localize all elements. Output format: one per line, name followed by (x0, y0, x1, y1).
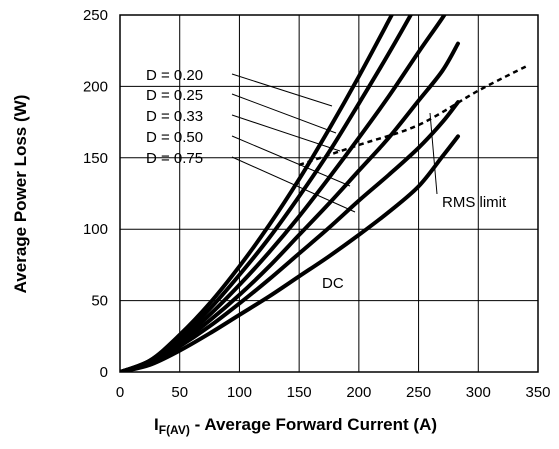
x-axis-title-rest: - Average Forward Current (A) (190, 415, 437, 434)
y-tick-label: 150 (83, 150, 108, 167)
leader-rms-limit (429, 112, 438, 195)
x-tick-label: 250 (406, 384, 431, 401)
leader-lines (231, 73, 438, 213)
y-tick-label: 50 (91, 293, 108, 310)
tick-labels: 0 50 100 150 200 250 300 350 0 50 100 150 200 250 (83, 7, 551, 401)
legend-label-d033: D = 0.33 (146, 108, 203, 125)
x-tick-label: 200 (346, 384, 371, 401)
x-tick-label: 100 (227, 384, 252, 401)
legend-label-d075: D = 0.75 (146, 150, 203, 167)
leader-d050 (231, 135, 351, 187)
x-axis-title: IF(AV) - Average Forward Current (A) (154, 415, 437, 437)
series-line-dc (120, 134, 460, 372)
series-line-d-0-50 (120, 41, 460, 372)
y-tick-label: 0 (100, 364, 108, 381)
x-tick-label: 0 (116, 384, 124, 401)
legend-label-d025: D = 0.25 (146, 87, 203, 104)
y-tick-label: 200 (83, 78, 108, 95)
dc-label: DC (322, 275, 344, 292)
y-tick-label: 100 (83, 221, 108, 238)
series-line-d-0-20 (120, 15, 394, 372)
leader-d075 (231, 156, 356, 213)
legend-label-d020: D = 0.20 (146, 67, 203, 84)
x-tick-label: 50 (171, 384, 188, 401)
series-line-d-0-25 (120, 15, 413, 372)
series-line-d-0-33 (120, 15, 447, 372)
x-axis-title-main: I (154, 415, 159, 434)
leader-d025 (231, 93, 337, 134)
rms-limit-line (298, 65, 527, 167)
curves (120, 15, 527, 372)
x-axis-title-subscript: F(AV) (159, 423, 190, 437)
rms-limit-label: RMS limit (442, 194, 507, 211)
leader-d033 (231, 114, 341, 152)
x-tick-label: 350 (525, 384, 550, 401)
plot-frame (119, 14, 539, 373)
leader-d020 (231, 73, 333, 107)
y-tick-label: 250 (83, 7, 108, 24)
y-axis-title: Average Power Loss (W) (11, 95, 30, 294)
x-tick-label: 300 (466, 384, 491, 401)
series-line-d-0-75 (120, 100, 460, 372)
legend-label-d050: D = 0.50 (146, 129, 203, 146)
x-tick-label: 150 (287, 384, 312, 401)
